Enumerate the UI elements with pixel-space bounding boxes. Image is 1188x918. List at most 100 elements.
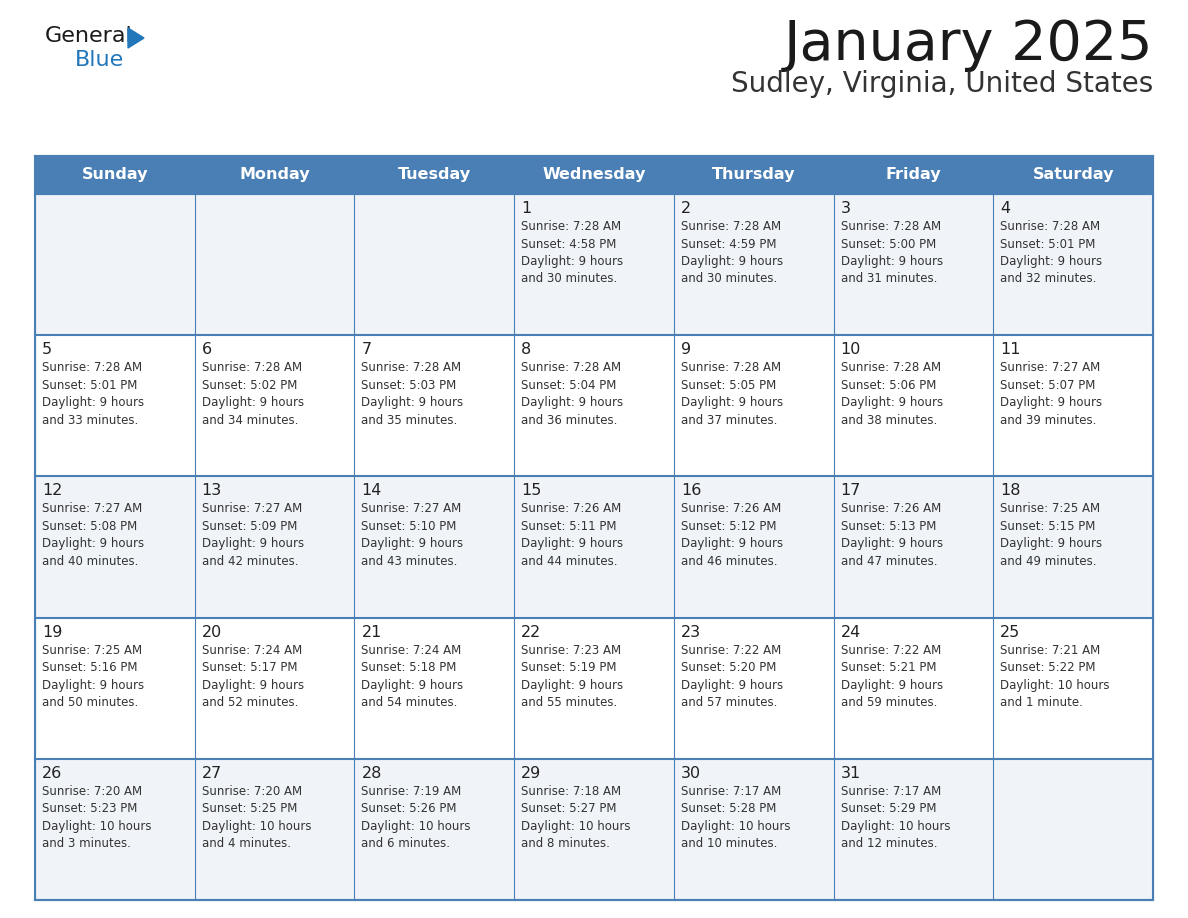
Bar: [514, 759, 674, 900]
Text: Sunrise: 7:27 AM
Sunset: 5:08 PM
Daylight: 9 hours
and 40 minutes.: Sunrise: 7:27 AM Sunset: 5:08 PM Dayligh…: [42, 502, 144, 568]
Bar: [354, 156, 514, 194]
Text: Thursday: Thursday: [712, 167, 796, 183]
Bar: [34, 194, 195, 335]
Bar: [354, 759, 514, 900]
Bar: [834, 618, 993, 759]
Text: Sudley, Virginia, United States: Sudley, Virginia, United States: [731, 70, 1154, 98]
Text: Sunrise: 7:20 AM
Sunset: 5:23 PM
Daylight: 10 hours
and 3 minutes.: Sunrise: 7:20 AM Sunset: 5:23 PM Dayligh…: [42, 785, 152, 850]
Text: Sunrise: 7:28 AM
Sunset: 4:58 PM
Daylight: 9 hours
and 30 minutes.: Sunrise: 7:28 AM Sunset: 4:58 PM Dayligh…: [522, 220, 624, 285]
Text: Monday: Monday: [239, 167, 310, 183]
Bar: [34, 759, 195, 900]
Text: 14: 14: [361, 484, 381, 498]
Bar: [674, 476, 834, 618]
Text: Sunrise: 7:27 AM
Sunset: 5:09 PM
Daylight: 9 hours
and 42 minutes.: Sunrise: 7:27 AM Sunset: 5:09 PM Dayligh…: [202, 502, 304, 568]
Text: 22: 22: [522, 624, 542, 640]
Bar: [514, 156, 674, 194]
Text: 15: 15: [522, 484, 542, 498]
Text: Sunrise: 7:28 AM
Sunset: 5:05 PM
Daylight: 9 hours
and 37 minutes.: Sunrise: 7:28 AM Sunset: 5:05 PM Dayligh…: [681, 361, 783, 427]
Text: Wednesday: Wednesday: [542, 167, 646, 183]
Text: 18: 18: [1000, 484, 1020, 498]
Text: Sunrise: 7:22 AM
Sunset: 5:21 PM
Daylight: 9 hours
and 59 minutes.: Sunrise: 7:22 AM Sunset: 5:21 PM Dayligh…: [841, 644, 943, 709]
Text: Sunrise: 7:26 AM
Sunset: 5:12 PM
Daylight: 9 hours
and 46 minutes.: Sunrise: 7:26 AM Sunset: 5:12 PM Dayligh…: [681, 502, 783, 568]
Bar: [993, 759, 1154, 900]
Text: 27: 27: [202, 766, 222, 781]
Text: Sunrise: 7:28 AM
Sunset: 5:01 PM
Daylight: 9 hours
and 33 minutes.: Sunrise: 7:28 AM Sunset: 5:01 PM Dayligh…: [42, 361, 144, 427]
Bar: [34, 156, 1154, 900]
Text: 30: 30: [681, 766, 701, 781]
Text: Sunrise: 7:27 AM
Sunset: 5:10 PM
Daylight: 9 hours
and 43 minutes.: Sunrise: 7:27 AM Sunset: 5:10 PM Dayligh…: [361, 502, 463, 568]
Bar: [514, 194, 674, 335]
Text: Sunrise: 7:19 AM
Sunset: 5:26 PM
Daylight: 10 hours
and 6 minutes.: Sunrise: 7:19 AM Sunset: 5:26 PM Dayligh…: [361, 785, 470, 850]
Text: Sunrise: 7:21 AM
Sunset: 5:22 PM
Daylight: 10 hours
and 1 minute.: Sunrise: 7:21 AM Sunset: 5:22 PM Dayligh…: [1000, 644, 1110, 709]
Text: Sunrise: 7:28 AM
Sunset: 5:01 PM
Daylight: 9 hours
and 32 minutes.: Sunrise: 7:28 AM Sunset: 5:01 PM Dayligh…: [1000, 220, 1102, 285]
Text: Sunrise: 7:20 AM
Sunset: 5:25 PM
Daylight: 10 hours
and 4 minutes.: Sunrise: 7:20 AM Sunset: 5:25 PM Dayligh…: [202, 785, 311, 850]
Text: 26: 26: [42, 766, 62, 781]
Text: Blue: Blue: [75, 50, 125, 70]
Bar: [354, 618, 514, 759]
Bar: [674, 618, 834, 759]
Bar: [834, 335, 993, 476]
Bar: [195, 194, 354, 335]
Bar: [834, 476, 993, 618]
Text: Sunrise: 7:28 AM
Sunset: 5:02 PM
Daylight: 9 hours
and 34 minutes.: Sunrise: 7:28 AM Sunset: 5:02 PM Dayligh…: [202, 361, 304, 427]
Text: Sunrise: 7:28 AM
Sunset: 5:04 PM
Daylight: 9 hours
and 36 minutes.: Sunrise: 7:28 AM Sunset: 5:04 PM Dayligh…: [522, 361, 624, 427]
Bar: [514, 476, 674, 618]
Bar: [834, 759, 993, 900]
Bar: [354, 476, 514, 618]
Text: Sunrise: 7:26 AM
Sunset: 5:13 PM
Daylight: 9 hours
and 47 minutes.: Sunrise: 7:26 AM Sunset: 5:13 PM Dayligh…: [841, 502, 943, 568]
Text: 11: 11: [1000, 342, 1020, 357]
Bar: [195, 335, 354, 476]
Text: 2: 2: [681, 201, 691, 216]
Text: Tuesday: Tuesday: [398, 167, 470, 183]
Bar: [993, 194, 1154, 335]
Bar: [195, 476, 354, 618]
Text: Friday: Friday: [885, 167, 941, 183]
Bar: [34, 335, 195, 476]
Bar: [195, 156, 354, 194]
Text: Sunrise: 7:28 AM
Sunset: 4:59 PM
Daylight: 9 hours
and 30 minutes.: Sunrise: 7:28 AM Sunset: 4:59 PM Dayligh…: [681, 220, 783, 285]
Text: 12: 12: [42, 484, 63, 498]
Text: Sunday: Sunday: [82, 167, 148, 183]
Text: Sunrise: 7:27 AM
Sunset: 5:07 PM
Daylight: 9 hours
and 39 minutes.: Sunrise: 7:27 AM Sunset: 5:07 PM Dayligh…: [1000, 361, 1102, 427]
Text: Sunrise: 7:28 AM
Sunset: 5:03 PM
Daylight: 9 hours
and 35 minutes.: Sunrise: 7:28 AM Sunset: 5:03 PM Dayligh…: [361, 361, 463, 427]
Text: 1: 1: [522, 201, 531, 216]
Bar: [674, 194, 834, 335]
Text: Saturday: Saturday: [1032, 167, 1114, 183]
Bar: [195, 759, 354, 900]
Text: 3: 3: [841, 201, 851, 216]
Text: 19: 19: [42, 624, 63, 640]
Text: 31: 31: [841, 766, 861, 781]
Text: 9: 9: [681, 342, 691, 357]
Bar: [834, 194, 993, 335]
Text: General: General: [45, 26, 133, 46]
Text: Sunrise: 7:26 AM
Sunset: 5:11 PM
Daylight: 9 hours
and 44 minutes.: Sunrise: 7:26 AM Sunset: 5:11 PM Dayligh…: [522, 502, 624, 568]
Text: Sunrise: 7:17 AM
Sunset: 5:29 PM
Daylight: 10 hours
and 12 minutes.: Sunrise: 7:17 AM Sunset: 5:29 PM Dayligh…: [841, 785, 950, 850]
Text: 21: 21: [361, 624, 381, 640]
Text: Sunrise: 7:23 AM
Sunset: 5:19 PM
Daylight: 9 hours
and 55 minutes.: Sunrise: 7:23 AM Sunset: 5:19 PM Dayligh…: [522, 644, 624, 709]
Text: January 2025: January 2025: [784, 18, 1154, 72]
Text: Sunrise: 7:25 AM
Sunset: 5:15 PM
Daylight: 9 hours
and 49 minutes.: Sunrise: 7:25 AM Sunset: 5:15 PM Dayligh…: [1000, 502, 1102, 568]
Bar: [354, 335, 514, 476]
Text: 25: 25: [1000, 624, 1020, 640]
Bar: [354, 194, 514, 335]
Text: 4: 4: [1000, 201, 1011, 216]
Bar: [674, 759, 834, 900]
Text: 5: 5: [42, 342, 52, 357]
Bar: [34, 156, 195, 194]
Bar: [34, 618, 195, 759]
Text: 6: 6: [202, 342, 211, 357]
Text: 10: 10: [841, 342, 861, 357]
Bar: [34, 476, 195, 618]
Bar: [195, 618, 354, 759]
Text: 20: 20: [202, 624, 222, 640]
Bar: [674, 156, 834, 194]
Bar: [993, 618, 1154, 759]
Bar: [993, 476, 1154, 618]
Text: 17: 17: [841, 484, 861, 498]
Bar: [674, 335, 834, 476]
Text: Sunrise: 7:24 AM
Sunset: 5:18 PM
Daylight: 9 hours
and 54 minutes.: Sunrise: 7:24 AM Sunset: 5:18 PM Dayligh…: [361, 644, 463, 709]
Bar: [834, 156, 993, 194]
Text: 7: 7: [361, 342, 372, 357]
Text: 29: 29: [522, 766, 542, 781]
Bar: [993, 335, 1154, 476]
